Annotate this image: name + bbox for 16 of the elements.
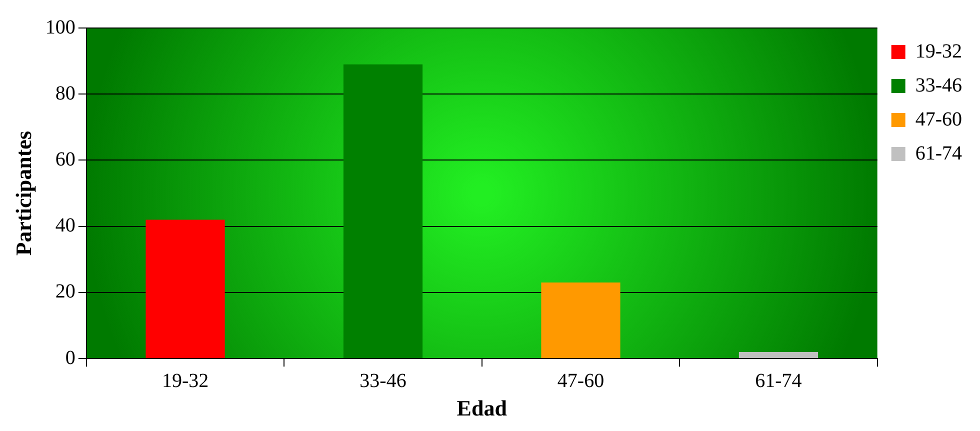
y-tick-label: 80 bbox=[55, 82, 76, 104]
legend-label: 19-32 bbox=[915, 40, 962, 62]
y-axis-title: Participantes bbox=[10, 130, 36, 256]
x-tick-label: 33-46 bbox=[360, 370, 406, 392]
y-tick-label: 0 bbox=[65, 346, 76, 369]
y-tick-label: 60 bbox=[55, 148, 76, 170]
x-tick-label: 47-60 bbox=[557, 370, 604, 392]
x-axis-title: Edad bbox=[456, 395, 507, 420]
x-tick-label: 61-74 bbox=[755, 370, 802, 392]
legend-label: 33-46 bbox=[915, 74, 962, 96]
legend-label: 61-74 bbox=[915, 142, 962, 164]
legend-label: 47-60 bbox=[915, 108, 962, 130]
y-tick-label: 40 bbox=[55, 214, 76, 237]
x-tick-label: 19-32 bbox=[162, 370, 209, 392]
y-tick-label: 20 bbox=[55, 280, 76, 303]
y-tick-label: 100 bbox=[45, 16, 76, 38]
